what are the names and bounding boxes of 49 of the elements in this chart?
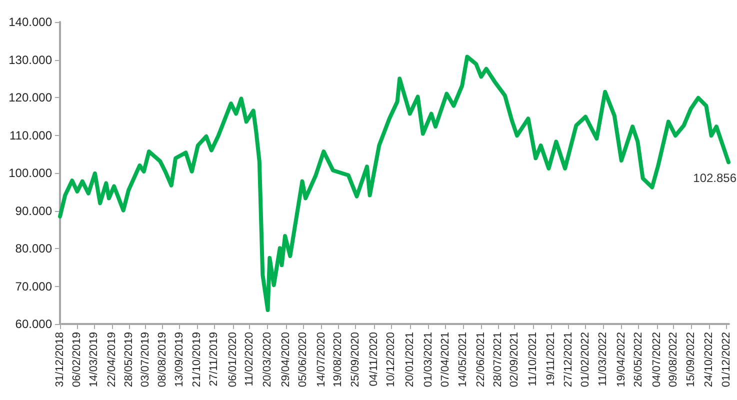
x-tick-label: 19/08/2020 [332, 332, 344, 388]
x-tick-label: 03/07/2019 [140, 332, 152, 388]
x-tick-label: 08/08/2019 [156, 332, 168, 388]
x-tick-label: 22/06/2021 [475, 332, 488, 388]
x-tick-label: 01/12/2022 [720, 332, 733, 388]
x-tick-label: 22/04/2019 [106, 332, 118, 388]
x-tick-label: 13/09/2019 [173, 332, 186, 388]
y-tick-label: 140.000 [8, 15, 52, 29]
x-tick-label: 04/07/2022 [650, 332, 663, 388]
x-tick-label: 05/06/2020 [297, 332, 310, 388]
x-tick-label: 11/02/2020 [244, 332, 256, 386]
x-tick-label: 09/08/2022 [668, 332, 680, 388]
x-tick-label: 25/09/2020 [349, 332, 362, 388]
x-tick-label: 01/02/2022 [580, 332, 592, 388]
x-tick-label: 14/05/2021 [456, 332, 469, 388]
x-tick-label: 02/09/2021 [508, 332, 521, 388]
x-tick-label: 20/03/2020 [261, 332, 274, 388]
y-tick-label: 130.000 [8, 52, 52, 67]
x-tick-label: 19/11/2021 [545, 332, 558, 386]
x-tick-label: 28/07/2021 [492, 332, 504, 388]
x-tick-label: 11/10/2021 [526, 332, 539, 386]
x-tick-label: 07/04/2021 [440, 332, 452, 388]
x-tick-label: 01/03/2021 [422, 332, 435, 388]
x-tick-label: 14/07/2020 [315, 332, 328, 388]
y-tick-label: 90.000 [15, 204, 52, 218]
x-tick-label: 24/10/2022 [702, 332, 715, 388]
x-tick-label: 27/11/2019 [208, 332, 220, 386]
x-tick-label: 31/12/2018 [54, 332, 66, 388]
x-tick-label: 19/04/2022 [615, 332, 628, 388]
x-tick-label: 21/10/2019 [190, 332, 203, 388]
y-tick-label: 120.000 [8, 90, 52, 104]
x-tick-label: 06/01/2020 [226, 332, 239, 388]
x-tick-label: 15/09/2022 [684, 332, 697, 388]
y-tick-label: 60.000 [15, 317, 52, 331]
x-tick-label: 29/04/2020 [280, 332, 292, 388]
y-tick-label: 80.000 [15, 242, 52, 256]
x-tick-label: 11/03/2022 [597, 332, 610, 386]
x-tick-label: 20/01/2021 [404, 332, 416, 388]
y-tick-label: 100.000 [8, 166, 52, 180]
x-tick-label: 28/05/2019 [122, 332, 135, 388]
data-label: 102.856 [693, 171, 737, 186]
y-tick-label: 110.000 [10, 128, 52, 142]
x-tick-label: 14/03/2019 [88, 332, 100, 388]
x-tick-label: 26/05/2022 [632, 332, 645, 388]
x-tick-label: 04/11/2020 [368, 332, 380, 386]
x-tick-label: 06/02/2019 [71, 332, 84, 388]
x-tick-label: 27/12/2021 [562, 332, 575, 388]
y-tick-label: 70.000 [15, 279, 52, 294]
x-tick-label: 10/12/2020 [384, 332, 397, 388]
